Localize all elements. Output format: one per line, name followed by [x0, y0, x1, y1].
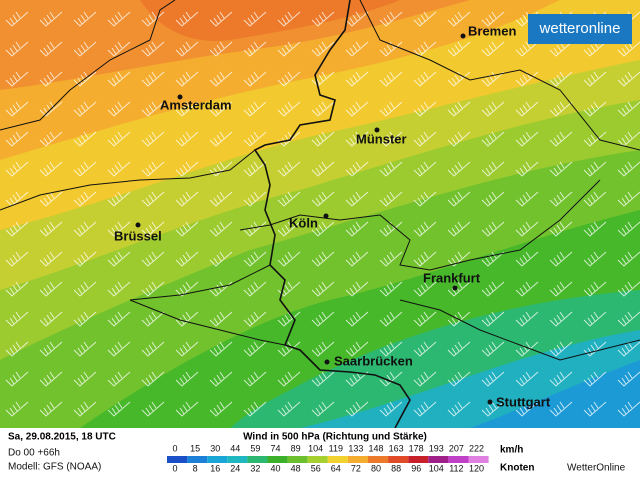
kmh-label: 163: [389, 443, 404, 453]
knots-label: 24: [230, 463, 240, 473]
kmh-label: 89: [291, 443, 301, 453]
city-label: Frankfurt: [423, 270, 481, 285]
city-label: Münster: [356, 131, 407, 146]
legend-cell: [448, 456, 469, 463]
legend-cell: [408, 456, 429, 463]
kmh-label: 133: [348, 443, 363, 453]
knots-label: 16: [210, 463, 220, 473]
legend-cell: [287, 456, 308, 463]
logo[interactable]: wetteronline: [539, 20, 621, 37]
knots-label: 8: [193, 463, 198, 473]
knots-unit: Knoten: [500, 463, 534, 474]
knots-label: 40: [270, 463, 280, 473]
kmh-label: 30: [210, 443, 220, 453]
city-markers: [135, 33, 493, 405]
kmh-label: 207: [449, 443, 464, 453]
legend-cell: [207, 456, 228, 463]
model: Modell: GFS (NOAA): [8, 462, 101, 473]
city-label: Amsterdam: [160, 97, 232, 112]
knots-label: 64: [331, 463, 341, 473]
knots-label: 48: [291, 463, 301, 473]
city-label: Saarbrücken: [334, 353, 413, 368]
legend-cell: [267, 456, 288, 463]
run: Do 00 +66h: [8, 448, 60, 459]
knots-label: 104: [429, 463, 444, 473]
kmh-label: 178: [409, 443, 424, 453]
knots-label: 32: [250, 463, 260, 473]
legend-cell: [468, 456, 489, 463]
kmh-label: 148: [368, 443, 383, 453]
kmh-label: 74: [270, 443, 280, 453]
date: Sa, 29.08.2015, 18 UTC: [8, 432, 116, 443]
kmh-label: 0: [172, 443, 177, 453]
legend-cell: [327, 456, 348, 463]
knots-label: 112: [449, 463, 463, 473]
city-label: Bremen: [468, 23, 516, 38]
city-label: Brüssel: [114, 228, 162, 243]
wind-field: [0, 0, 640, 428]
borders: [0, 0, 640, 429]
kmh-label: 44: [230, 443, 240, 453]
brand: WetterOnline: [567, 463, 626, 474]
legend-cell: [428, 456, 449, 463]
knots-label: 0: [172, 463, 177, 473]
legend-cell: [187, 456, 208, 463]
footer: [0, 428, 640, 478]
legend-cell: [167, 456, 188, 463]
legend-cell: [388, 456, 409, 463]
legend-title: Wind in 500 hPa (Richtung und Stärke): [243, 432, 427, 443]
logo-box: [528, 14, 632, 44]
knots-label: 96: [411, 463, 421, 473]
kmh-unit: km/h: [500, 445, 523, 456]
knots-label: 56: [311, 463, 321, 473]
kmh-label: 193: [429, 443, 444, 453]
knots-label: 88: [391, 463, 401, 473]
knots-label: 72: [351, 463, 361, 473]
city-label: Stuttgart: [496, 394, 551, 409]
knots-label: 80: [371, 463, 381, 473]
kmh-label: 104: [308, 443, 323, 453]
kmh-label: 222: [469, 443, 484, 453]
city-label: Köln: [289, 215, 318, 230]
legend-cell: [247, 456, 268, 463]
legend-cell: [227, 456, 248, 463]
knots-label: 120: [469, 463, 484, 473]
legend-cell: [347, 456, 368, 463]
legend-cell: [307, 456, 328, 463]
kmh-label: 15: [190, 443, 200, 453]
legend-cell: [368, 456, 389, 463]
kmh-label: 59: [250, 443, 260, 453]
kmh-label: 119: [329, 443, 343, 453]
